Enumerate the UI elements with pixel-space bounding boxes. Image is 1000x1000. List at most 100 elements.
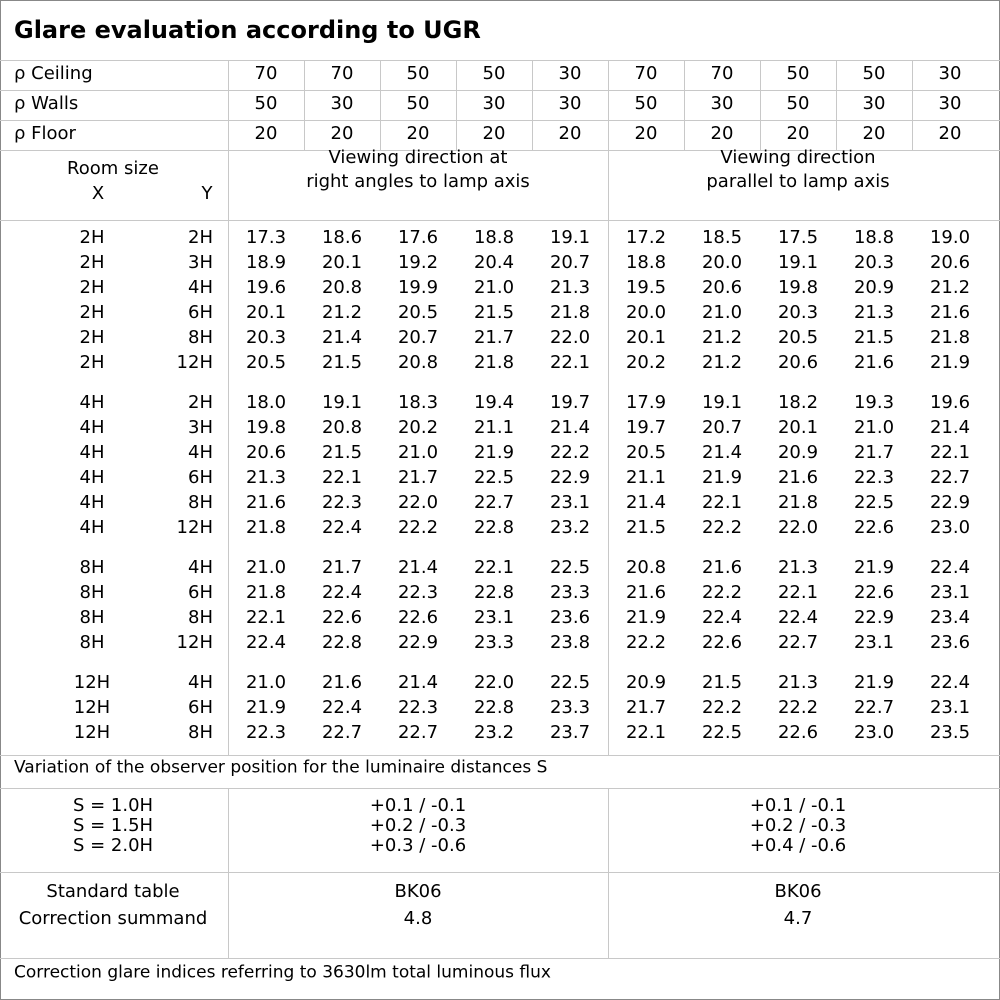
ugr-value: 19.6 (245, 277, 287, 298)
ugr-value: 22.3 (321, 492, 363, 513)
ugr-value: 22.2 (549, 442, 591, 463)
room-y: 4H (188, 277, 213, 298)
rule (684, 60, 685, 150)
variation-value: +0.2 / -0.3 (369, 815, 467, 836)
standard-label: Correction summand (18, 908, 208, 929)
variation-label: S = 2.0H (72, 835, 154, 856)
ugr-value: 22.1 (549, 352, 591, 373)
ugr-value: 20.2 (625, 352, 667, 373)
ugr-value: 19.8 (245, 417, 287, 438)
standard-value: BK06 (394, 881, 442, 902)
ugr-value: 22.9 (397, 632, 439, 653)
ugr-value: 21.4 (701, 442, 743, 463)
ugr-value: 22.7 (853, 697, 895, 718)
reflectance-label: ρ Walls (14, 93, 79, 114)
room-x: 2H (79, 302, 105, 323)
rule (0, 120, 1000, 121)
room-y: 8H (188, 327, 213, 348)
ugr-value: 17.9 (625, 392, 667, 413)
ugr-value: 22.2 (777, 697, 819, 718)
reflectance-value: 30 (938, 63, 962, 84)
ugr-value: 21.5 (853, 327, 895, 348)
ugr-value: 20.7 (549, 252, 591, 273)
ugr-value: 23.6 (549, 607, 591, 628)
rule (0, 788, 1000, 789)
ugr-value: 18.8 (853, 227, 895, 248)
ugr-value: 22.1 (701, 492, 743, 513)
ugr-value: 22.0 (473, 672, 515, 693)
variation-title: Variation of the observer position for t… (14, 757, 548, 778)
ugr-value: 19.4 (473, 392, 515, 413)
ugr-value: 20.8 (397, 352, 439, 373)
ugr-value: 17.5 (777, 227, 819, 248)
reflectance-value: 50 (406, 93, 430, 114)
ugr-value: 22.4 (321, 697, 363, 718)
variation-label: S = 1.5H (72, 815, 154, 836)
view-header: Viewing direction at (328, 147, 508, 168)
reflectance-value: 20 (558, 123, 582, 144)
room-y: 8H (188, 722, 213, 743)
reflectance-value: 70 (254, 63, 278, 84)
ugr-value: 22.5 (473, 467, 515, 488)
room-y: 6H (188, 302, 213, 323)
ugr-value: 22.2 (701, 517, 743, 538)
ugr-value: 21.1 (625, 467, 667, 488)
ugr-value: 23.3 (549, 582, 591, 603)
ugr-value: 19.1 (549, 227, 591, 248)
ugr-value: 22.7 (321, 722, 363, 743)
ugr-value: 22.6 (701, 632, 743, 653)
ugr-value: 19.7 (625, 417, 667, 438)
room-x: 4H (79, 442, 105, 463)
reflectance-value: 20 (862, 123, 886, 144)
reflectance-value: 70 (634, 63, 658, 84)
ugr-value: 21.2 (929, 277, 971, 298)
ugr-value: 23.3 (473, 632, 515, 653)
ugr-value: 21.8 (929, 327, 971, 348)
ugr-value: 20.5 (397, 302, 439, 323)
ugr-value: 21.6 (321, 672, 363, 693)
ugr-value: 23.0 (853, 722, 895, 743)
ugr-value: 20.1 (245, 302, 287, 323)
view-header: right angles to lamp axis (306, 171, 530, 192)
variation-value: +0.4 / -0.6 (749, 835, 847, 856)
ugr-value: 20.7 (701, 417, 743, 438)
reflectance-value: 30 (558, 63, 582, 84)
room-x: 8H (79, 607, 105, 628)
ugr-value: 21.7 (397, 467, 439, 488)
reflectance-value: 20 (254, 123, 278, 144)
reflectance-value: 30 (710, 93, 734, 114)
ugr-value: 21.7 (625, 697, 667, 718)
ugr-value: 20.4 (473, 252, 515, 273)
ugr-value: 19.6 (929, 392, 971, 413)
ugr-value: 20.3 (777, 302, 819, 323)
reflectance-value: 70 (710, 63, 734, 84)
ugr-value: 21.9 (929, 352, 971, 373)
ugr-value: 21.8 (473, 352, 515, 373)
ugr-value: 22.9 (853, 607, 895, 628)
room-y: 12H (176, 517, 213, 538)
room-x: 2H (79, 227, 105, 248)
ugr-value: 21.3 (777, 557, 819, 578)
room-x: 12H (73, 722, 111, 743)
ugr-value: 22.9 (929, 492, 971, 513)
rule (608, 150, 609, 755)
variation-value: +0.2 / -0.3 (749, 815, 847, 836)
ugr-value: 20.0 (701, 252, 743, 273)
room-y: 2H (188, 392, 213, 413)
ugr-value: 23.1 (549, 492, 591, 513)
ugr-value: 21.6 (777, 467, 819, 488)
room-x: 2H (79, 277, 105, 298)
ugr-value: 23.6 (929, 632, 971, 653)
ugr-value: 21.6 (929, 302, 971, 323)
ugr-value: 21.3 (853, 302, 895, 323)
rule (0, 872, 1000, 873)
ugr-value: 19.0 (929, 227, 971, 248)
ugr-value: 21.0 (397, 442, 439, 463)
room-y: 12H (176, 632, 213, 653)
title: Glare evaluation according to UGR (14, 16, 481, 44)
room-size-x: X (91, 183, 105, 204)
ugr-value: 22.5 (549, 557, 591, 578)
reflectance-value: 30 (862, 93, 886, 114)
ugr-value: 18.8 (473, 227, 515, 248)
ugr-value: 21.2 (701, 352, 743, 373)
